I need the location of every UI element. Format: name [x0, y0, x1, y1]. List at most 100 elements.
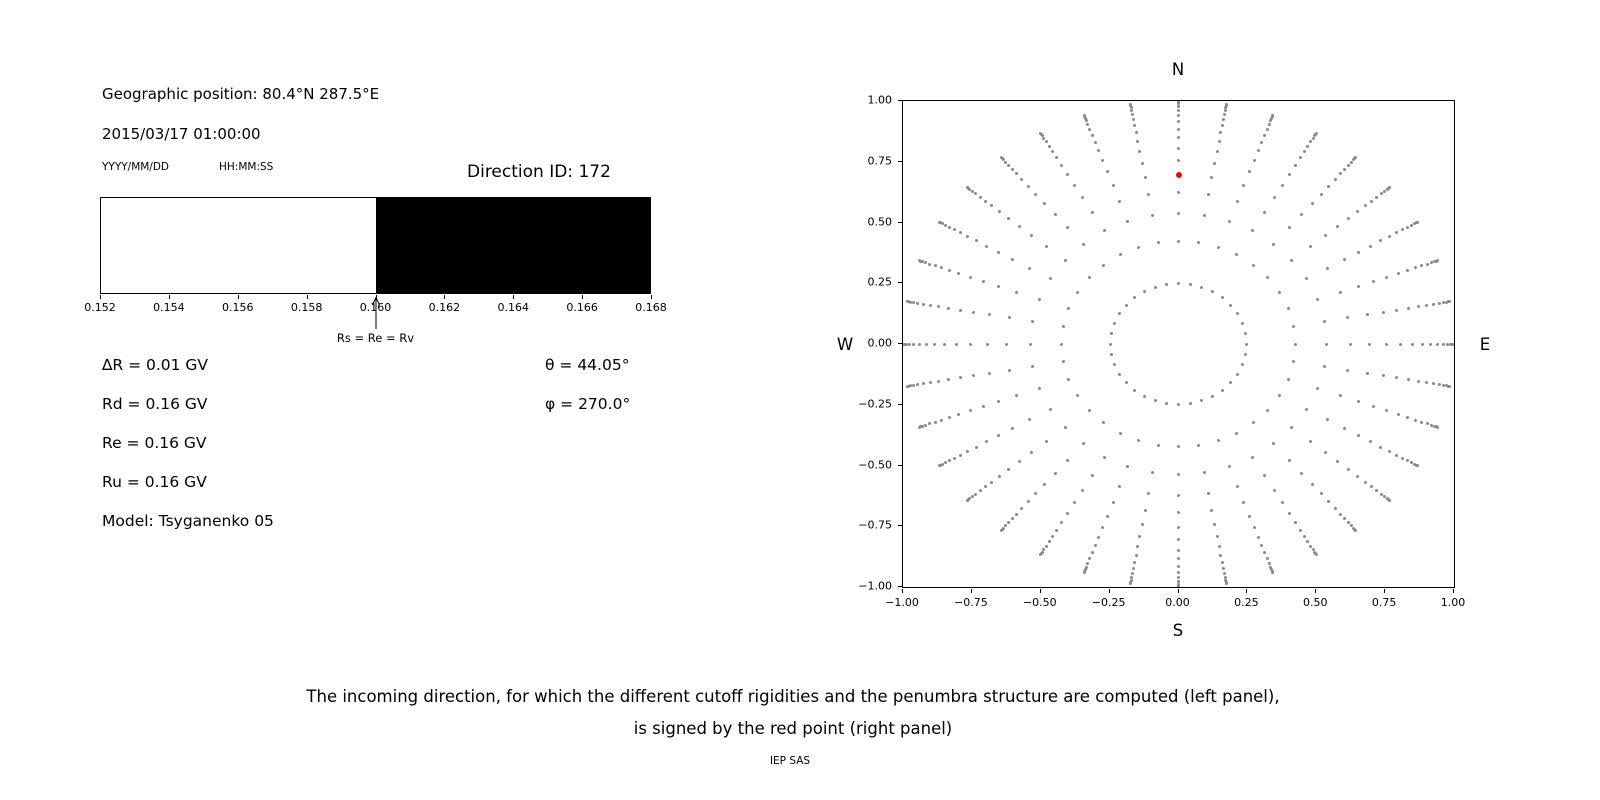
direction-point: [1293, 164, 1297, 168]
direction-point: [1126, 465, 1130, 469]
direction-point: [1133, 388, 1137, 392]
direction-point: [948, 415, 952, 419]
direction-point: [1197, 241, 1201, 245]
direction-point: [958, 231, 962, 235]
direction-point: [1298, 156, 1302, 160]
direction-point: [1213, 161, 1217, 165]
direction-point: [1217, 139, 1221, 143]
direction-point: [1263, 133, 1267, 137]
direction-point: [1265, 127, 1269, 131]
direction-point: [1216, 245, 1220, 249]
direction-point: [1037, 297, 1041, 301]
direction-point: [1357, 434, 1361, 438]
direction-point: [1001, 158, 1005, 162]
label-east: E: [1479, 335, 1491, 354]
direction-point: [1350, 524, 1353, 528]
direction-point: [1260, 140, 1264, 144]
direction-point: [1425, 262, 1429, 266]
direction-point: [1375, 195, 1379, 199]
direction-point: [1153, 285, 1157, 289]
direction-point: [990, 204, 994, 208]
direction-point: [1082, 570, 1086, 574]
direction-point: [1271, 570, 1275, 574]
direction-point: [1118, 253, 1122, 257]
penumbra-tick-mark: [582, 295, 584, 299]
direction-point: [985, 342, 989, 346]
direction-point: [999, 156, 1003, 160]
y-tick-mark: [898, 282, 902, 284]
direction-point: [921, 302, 925, 306]
direction-point: [1310, 201, 1314, 205]
direction-point: [1256, 148, 1260, 152]
direction-point: [1224, 579, 1228, 583]
direction-point: [1177, 494, 1180, 498]
direction-point: [1112, 321, 1116, 325]
direction-point: [1165, 401, 1169, 405]
direction-plot-area: [902, 100, 1455, 588]
direction-point: [1387, 449, 1391, 453]
direction-point: [1202, 213, 1206, 217]
direction-point: [1395, 308, 1399, 312]
direction-point: [1272, 442, 1276, 446]
direction-point: [1336, 224, 1340, 228]
direction-point: [905, 384, 909, 388]
direction-point: [1324, 342, 1328, 346]
direction-point: [918, 342, 922, 346]
direction-point: [1372, 279, 1376, 283]
direction-point: [1425, 422, 1429, 426]
direction-point: [918, 425, 922, 429]
direction-point: [1007, 368, 1011, 372]
direction-point: [1343, 517, 1347, 521]
direction-point: [1287, 511, 1291, 515]
direction-point: [970, 495, 974, 499]
direction-point: [1251, 263, 1255, 267]
direction-point: [1003, 160, 1007, 164]
direction-point: [1277, 291, 1281, 295]
direction-point: [1011, 258, 1015, 262]
x-tick-label: −1.00: [885, 596, 919, 609]
direction-point: [997, 400, 1001, 404]
direction-point: [1395, 453, 1399, 457]
direction-point: [1223, 108, 1227, 112]
direction-point: [1026, 184, 1030, 188]
direction-point: [1235, 200, 1239, 203]
direction-point: [1081, 196, 1085, 200]
direction-point: [1136, 545, 1140, 549]
direction-point: [943, 342, 947, 346]
param-model: Model: Tsyganenko 05: [102, 512, 274, 530]
param-ru: Ru = 0.16 GV: [102, 473, 207, 491]
x-tick-label: 1.00: [1440, 596, 1466, 609]
direction-point: [1177, 239, 1180, 243]
direction-point: [933, 420, 937, 424]
direction-point: [1048, 407, 1052, 411]
direction-point: [1269, 565, 1273, 569]
direction-point: [1216, 439, 1220, 443]
direction-point: [908, 384, 912, 388]
direction-point: [1356, 400, 1360, 404]
direction-point: [1395, 231, 1399, 235]
direction-point: [1448, 300, 1452, 304]
direction-point: [1076, 393, 1080, 397]
direction-point: [1395, 376, 1399, 380]
x-tick-mark: [1384, 589, 1386, 593]
direction-point: [974, 445, 978, 449]
direction-point: [1269, 119, 1273, 123]
direction-point: [1030, 451, 1034, 455]
direction-point: [1327, 500, 1331, 504]
direction-point: [1126, 219, 1130, 223]
penumbra-segment: [375, 198, 650, 293]
direction-point: [1028, 266, 1032, 270]
direction-point: [938, 464, 942, 467]
direction-point: [924, 423, 928, 427]
direction-point: [1034, 192, 1038, 196]
direction-point: [1029, 342, 1033, 346]
direction-point: [1277, 393, 1281, 397]
direction-point: [1287, 173, 1291, 177]
direction-point: [1355, 474, 1359, 478]
penumbra-tick-mark: [100, 295, 101, 299]
up-arrow-icon: [371, 296, 380, 329]
direction-point: [1339, 512, 1343, 516]
direction-point: [1433, 260, 1437, 264]
direction-point: [1177, 136, 1180, 140]
direction-point: [1177, 114, 1180, 118]
